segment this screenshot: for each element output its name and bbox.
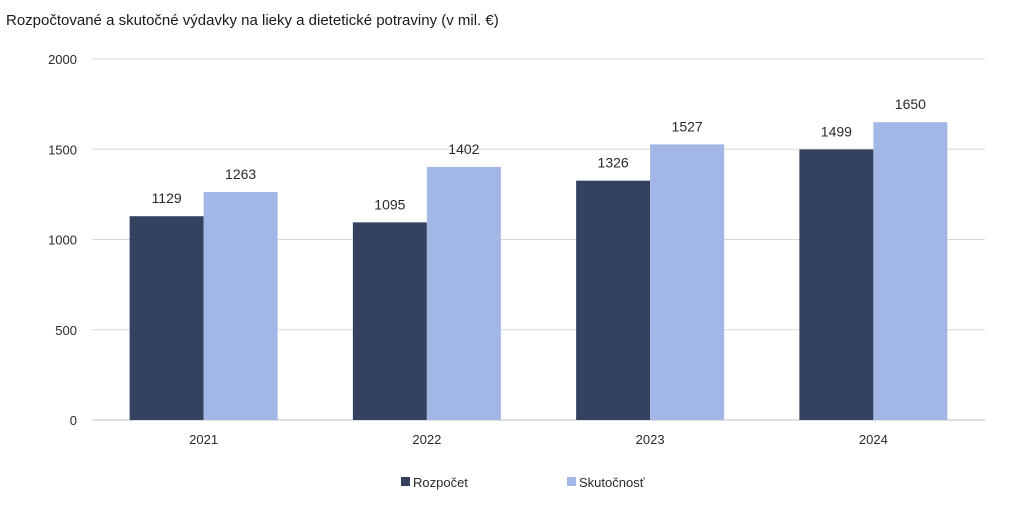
data-label: 1129 — [152, 190, 182, 206]
y-axis: 0 500 1000 1500 2000 — [48, 52, 77, 428]
bar-rozpočet-2022 — [352, 222, 427, 420]
bar-rozpočet-2024 — [799, 149, 874, 421]
y-tick-label: 0 — [70, 413, 77, 428]
data-label: 1263 — [225, 166, 256, 182]
y-tick-label: 1000 — [48, 233, 77, 248]
x-axis: 2021 2022 2023 2024 — [189, 432, 888, 447]
data-label: 1499 — [821, 123, 852, 139]
bar-skutočnosť-2021 — [203, 192, 278, 420]
bar-rozpočet-2023 — [576, 180, 651, 420]
bar-skutočnosť-2022 — [426, 166, 501, 420]
data-label: 1402 — [448, 141, 479, 157]
legend-label: Rozpočet — [413, 475, 468, 490]
y-tick-label: 2000 — [48, 52, 77, 67]
bar-skutočnosť-2023 — [650, 144, 725, 420]
x-tick-label: 2021 — [189, 432, 218, 447]
x-tick-label: 2024 — [859, 432, 888, 447]
y-tick-label: 500 — [55, 323, 77, 338]
data-label: 1650 — [895, 96, 926, 112]
legend-label: Skutočnosť — [579, 475, 645, 490]
legend-swatch — [567, 477, 576, 486]
x-tick-label: 2023 — [636, 432, 665, 447]
data-label: 1095 — [374, 196, 405, 212]
data-labels: 1129 1263 1095 1402 1326 1527 1499 1650 — [152, 96, 927, 212]
bars — [129, 122, 948, 421]
data-label: 1326 — [598, 155, 629, 171]
bar-skutočnosť-2024 — [873, 122, 948, 421]
y-tick-label: 1500 — [48, 142, 77, 157]
data-label: 1527 — [672, 118, 703, 134]
x-tick-label: 2022 — [412, 432, 441, 447]
legend-swatch — [401, 477, 410, 486]
bar-rozpočet-2021 — [129, 216, 204, 420]
chart-title: Rozpočtované a skutočné výdavky na lieky… — [6, 12, 499, 29]
legend: Rozpočet Skutočnosť — [401, 475, 645, 490]
